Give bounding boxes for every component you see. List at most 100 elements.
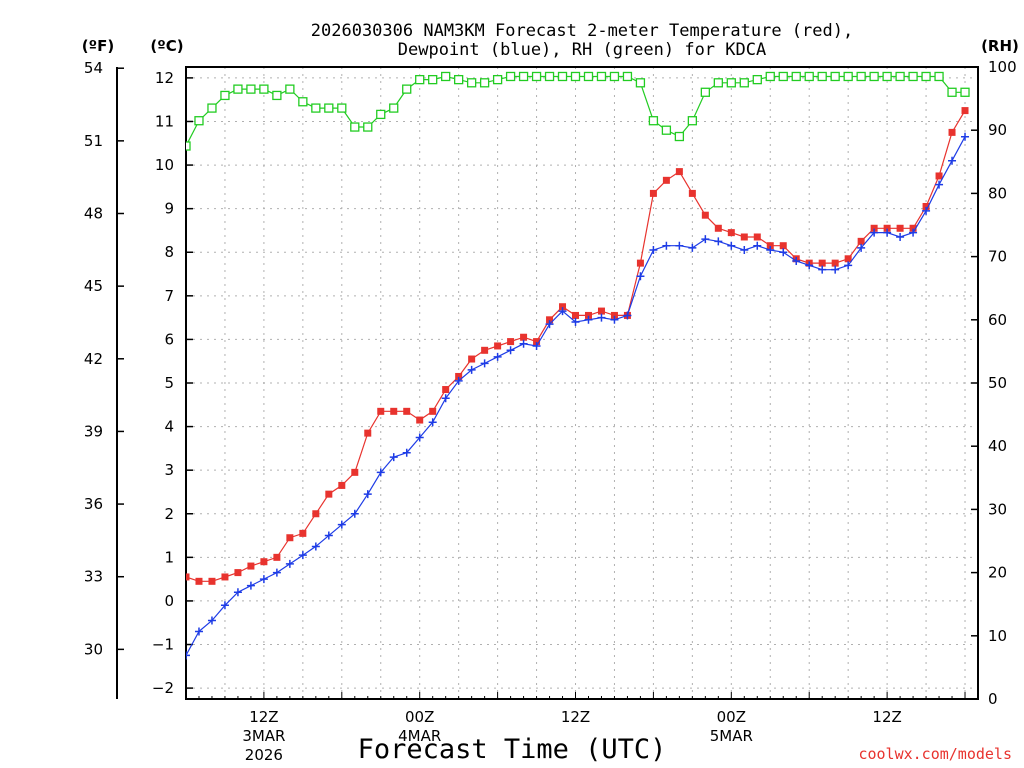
dewpoint-point — [805, 261, 814, 270]
temperature-point — [455, 372, 463, 380]
rh-unit-label: (RH) — [981, 37, 1019, 55]
fahrenheit-tick-label: 39 — [84, 422, 103, 440]
rh-point — [428, 74, 438, 85]
celsius-tick-label: 0 — [164, 592, 174, 610]
rh-point — [518, 71, 529, 82]
celsius-tick-label: 11 — [155, 112, 174, 130]
temperature-point — [909, 224, 917, 232]
rh-point — [882, 71, 892, 82]
dewpoint-point — [454, 376, 463, 385]
dewpoint-point — [584, 315, 593, 324]
celsius-tick-label: 4 — [164, 418, 174, 436]
series-rh — [186, 71, 970, 151]
temperature-point — [195, 577, 203, 585]
dewpoint-point — [220, 601, 229, 610]
rh-point — [895, 71, 905, 82]
dewpoint-point — [506, 346, 515, 355]
rh-point — [466, 78, 477, 88]
dewpoint-point — [285, 559, 294, 568]
rh-point — [479, 78, 490, 88]
temperature-point — [597, 307, 605, 315]
rh-tick-label: 40 — [988, 437, 1007, 455]
temperature-point — [468, 355, 476, 363]
dewpoint-point — [753, 241, 762, 250]
rh-point — [285, 84, 295, 94]
series-temperature — [186, 107, 969, 585]
rh-point — [960, 87, 970, 97]
dewpoint-point — [207, 616, 216, 625]
rh-point — [609, 71, 620, 82]
temperature-point — [766, 242, 774, 250]
chart-title: 2026030306 NAM3KM Forecast 2-meter Tempe… — [311, 21, 853, 41]
temperature-point — [403, 407, 411, 415]
dewpoint-point — [363, 490, 372, 499]
rh-point — [947, 87, 957, 97]
rh-point — [934, 71, 944, 82]
temperature-point — [442, 386, 450, 394]
rh-point — [186, 141, 191, 151]
temperature-point — [688, 189, 696, 197]
rh-point — [596, 71, 607, 82]
temperature-point — [299, 529, 307, 537]
fahrenheit-tick-label: 42 — [84, 350, 103, 368]
dewpoint-point — [844, 261, 853, 270]
credit-label: coolwx.com/models — [858, 745, 1012, 763]
celsius-tick-label: 3 — [164, 461, 174, 479]
temperature-point — [234, 569, 242, 577]
temperature-point — [701, 211, 709, 219]
rh-point — [921, 71, 931, 82]
dewpoint-point — [792, 256, 801, 265]
rh-point — [531, 71, 542, 82]
rh-point — [389, 103, 399, 113]
rh-point — [220, 90, 230, 101]
rh-line — [186, 75, 965, 147]
dewpoint-point — [818, 265, 827, 274]
dewpoint-point — [311, 542, 320, 551]
rh-tick-label: 60 — [988, 311, 1007, 329]
fahrenheit-tick-label: 36 — [84, 495, 103, 513]
dewpoint-point — [298, 551, 307, 560]
dewpoint-point — [233, 588, 242, 597]
dewpoint-point — [480, 359, 489, 368]
rh-point — [402, 84, 412, 94]
temperature-point — [208, 577, 216, 585]
temperature-point — [662, 176, 670, 184]
fahrenheit-tick-label: 48 — [84, 204, 103, 222]
temperature-point — [559, 303, 567, 311]
rh-point — [544, 71, 555, 82]
rh-point — [648, 116, 659, 126]
rh-tick-label: 10 — [988, 627, 1007, 645]
rh-point — [505, 71, 516, 82]
celsius-tick-label: 9 — [164, 200, 174, 218]
fahrenheit-tick-label: 54 — [84, 59, 103, 77]
rh-point — [752, 74, 762, 85]
rh-point — [687, 116, 698, 126]
dewpoint-point — [623, 311, 632, 320]
celsius-tick-label: 5 — [164, 374, 174, 392]
rh-point — [856, 71, 866, 82]
x-date-label: 4MAR — [398, 727, 441, 745]
temperature-point — [390, 407, 398, 415]
fahrenheit-tick-label: 51 — [84, 132, 103, 150]
x-date-label: 3MAR — [242, 727, 285, 745]
temperature-point — [870, 224, 878, 232]
rh-point — [843, 71, 853, 82]
dewpoint-point — [961, 132, 970, 141]
rh-point — [246, 84, 256, 94]
rh-point — [324, 103, 334, 113]
rh-point — [259, 84, 269, 94]
temperature-point — [247, 562, 255, 570]
temperature-point — [584, 311, 592, 319]
temperature-point — [961, 107, 969, 115]
temperature-point — [260, 558, 268, 566]
rh-point — [908, 71, 918, 82]
rh-point — [869, 71, 879, 82]
x-axis-label: Forecast Time (UTC) — [358, 734, 667, 765]
rh-point — [713, 78, 723, 88]
rh-tick-label: 0 — [988, 690, 998, 708]
temperature-point — [740, 233, 748, 241]
dewpoint-point — [186, 651, 190, 660]
celsius-tick-label: 2 — [164, 505, 174, 523]
temperature-point — [883, 224, 891, 232]
dewpoint-point — [909, 228, 918, 237]
